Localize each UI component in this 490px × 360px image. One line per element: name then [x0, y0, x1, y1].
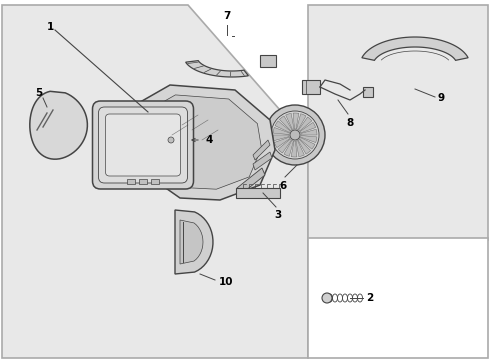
Polygon shape — [308, 5, 488, 240]
Polygon shape — [130, 85, 275, 200]
Polygon shape — [143, 95, 262, 189]
Polygon shape — [273, 135, 289, 141]
Polygon shape — [298, 117, 312, 131]
Circle shape — [168, 137, 174, 143]
FancyBboxPatch shape — [98, 107, 188, 183]
Polygon shape — [298, 139, 311, 154]
Text: 9: 9 — [437, 93, 444, 103]
Polygon shape — [274, 137, 290, 148]
Polygon shape — [293, 113, 299, 129]
Polygon shape — [253, 152, 272, 170]
Polygon shape — [273, 127, 290, 135]
Text: 10: 10 — [219, 277, 234, 287]
Bar — [363, 87, 373, 97]
Text: 8: 8 — [346, 118, 354, 128]
Polygon shape — [296, 140, 304, 157]
Circle shape — [322, 293, 332, 303]
Polygon shape — [175, 210, 213, 274]
Circle shape — [265, 105, 325, 165]
Text: 2: 2 — [366, 293, 373, 303]
Text: 5: 5 — [35, 88, 43, 98]
Bar — [151, 179, 159, 184]
Polygon shape — [275, 121, 291, 132]
Polygon shape — [286, 113, 294, 130]
Polygon shape — [301, 135, 317, 143]
Polygon shape — [30, 91, 87, 159]
Bar — [308, 238, 488, 358]
Polygon shape — [253, 140, 270, 160]
FancyBboxPatch shape — [105, 114, 180, 176]
Polygon shape — [279, 116, 292, 131]
Text: 6: 6 — [279, 181, 287, 191]
Polygon shape — [299, 138, 315, 149]
Bar — [236, 188, 280, 198]
Polygon shape — [186, 60, 248, 77]
Bar — [260, 55, 276, 67]
Text: 4: 4 — [205, 135, 212, 145]
Polygon shape — [300, 122, 316, 133]
FancyBboxPatch shape — [93, 101, 194, 189]
Polygon shape — [284, 140, 294, 156]
Text: 3: 3 — [274, 210, 282, 220]
Bar — [302, 80, 320, 94]
Polygon shape — [180, 220, 203, 264]
Circle shape — [290, 130, 300, 140]
Text: 7: 7 — [223, 11, 231, 21]
Polygon shape — [301, 129, 317, 135]
Polygon shape — [291, 141, 297, 157]
Text: 1: 1 — [47, 22, 53, 32]
Bar — [139, 179, 147, 184]
Polygon shape — [278, 139, 292, 153]
Bar — [127, 179, 135, 184]
Polygon shape — [296, 114, 306, 130]
Polygon shape — [237, 168, 265, 195]
Circle shape — [271, 111, 319, 159]
Polygon shape — [2, 5, 308, 358]
Polygon shape — [362, 37, 468, 60]
